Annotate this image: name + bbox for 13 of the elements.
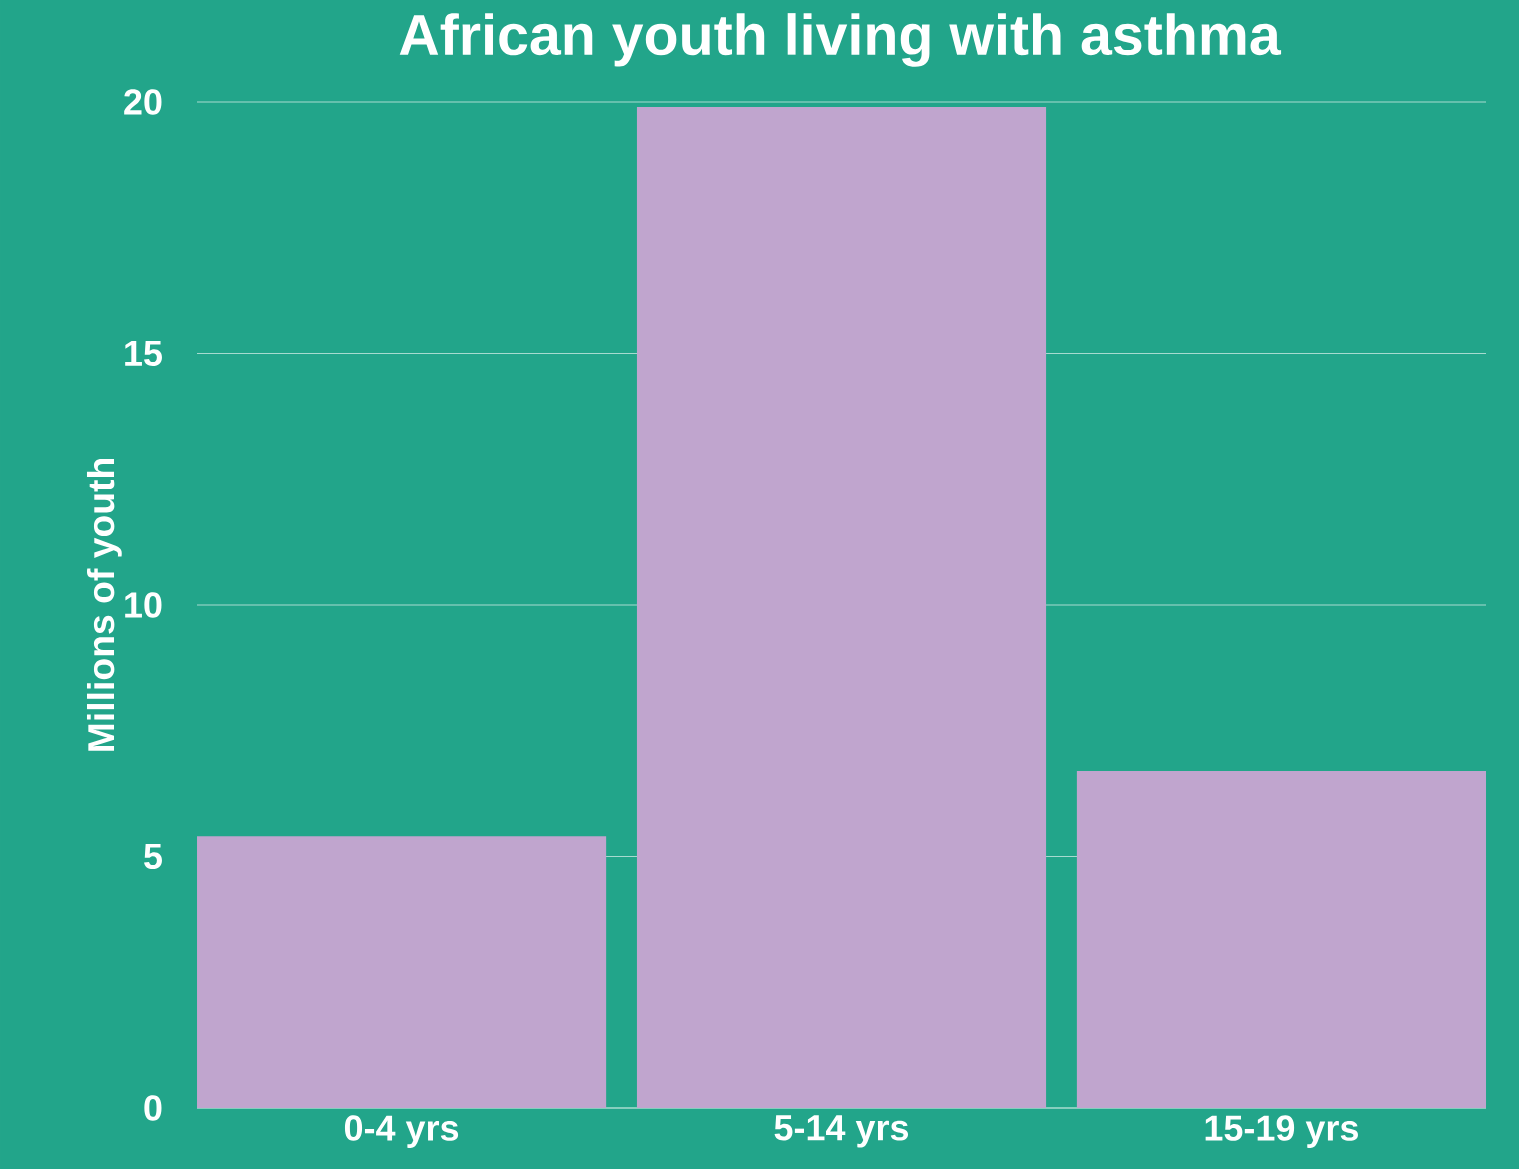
chart-title: African youth living with asthma [399,13,1282,67]
x-tick-label: 15-19 yrs [1205,1115,1358,1148]
y-tick-label: 20 [124,89,162,115]
y-axis-title: Millions of youth [86,459,122,751]
x-tick-label: 0-4 yrs [344,1115,459,1148]
y-tick-label: 0 [144,1095,162,1121]
y-tick-label: 10 [125,592,162,618]
x-tick-label: 5-14 yrs [774,1115,909,1148]
y-tick-label: 15 [125,340,162,367]
bar [1076,770,1487,1108]
y-tick-label: 5 [144,843,162,870]
bar [197,836,607,1108]
bar [636,107,1047,1108]
